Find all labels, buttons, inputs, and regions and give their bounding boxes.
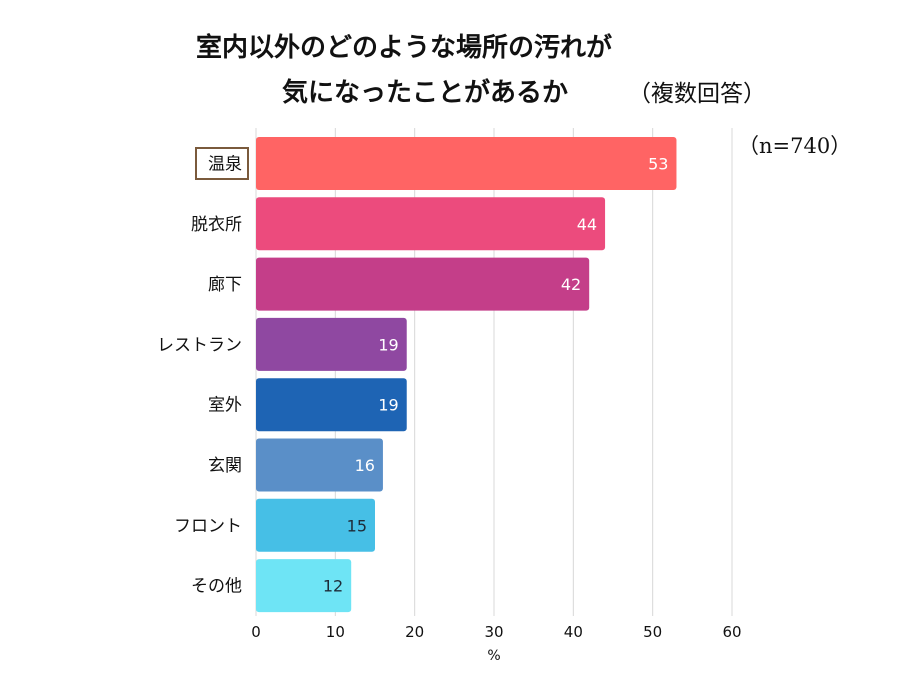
bar-value-label-6: 16	[355, 456, 375, 475]
bar-value-label-3: 42	[561, 275, 581, 294]
bar-1	[256, 137, 677, 190]
x-axis-label: %	[487, 648, 500, 664]
bar-value-label-4: 19	[378, 335, 398, 354]
bar-value-label-2: 44	[577, 215, 597, 234]
bar-value-label-1: 53	[648, 155, 668, 174]
bar-5	[256, 378, 407, 432]
category-label-8: その他	[191, 577, 242, 597]
chart-title-note: （複数回答）	[628, 81, 766, 107]
category-label-4: レストラン	[157, 335, 242, 355]
category-label-6: 玄関	[208, 456, 242, 476]
bar-7	[256, 498, 375, 552]
x-axis-ticks: 0 10 20 30 40 50 60	[251, 623, 741, 641]
x-tick-label-0: 0	[251, 623, 261, 641]
bar-value-label-8: 12	[323, 577, 343, 596]
bar-3	[256, 257, 590, 311]
chart-title-line-2: 気になったことがあるか	[282, 77, 568, 108]
category-label-5: 室外	[208, 396, 242, 416]
bars: 53 44 42 19 19 16 15 12	[256, 137, 677, 613]
sample-size-note: （n=740）	[738, 134, 851, 158]
category-label-1: 温泉	[208, 155, 242, 175]
x-tick-label-40: 40	[564, 623, 583, 641]
bar-value-label-5: 19	[378, 396, 398, 415]
category-label-2: 脱衣所	[191, 215, 242, 235]
bar-4	[256, 317, 407, 371]
x-tick-label-10: 10	[326, 623, 345, 641]
x-tick-label-50: 50	[643, 623, 662, 641]
bar-2	[256, 197, 606, 251]
bar-8	[256, 559, 352, 613]
x-tick-label-60: 60	[722, 623, 741, 641]
category-label-7: フロント	[174, 516, 242, 536]
chart-title-line-1: 室内以外のどのような場所の汚れが	[196, 32, 612, 63]
highlight-box	[195, 147, 249, 180]
bar-6	[256, 438, 383, 492]
x-tick-label-20: 20	[405, 623, 424, 641]
category-label-3: 廊下	[208, 275, 242, 295]
bar-value-label-7: 15	[347, 516, 367, 535]
x-tick-label-30: 30	[484, 623, 503, 641]
